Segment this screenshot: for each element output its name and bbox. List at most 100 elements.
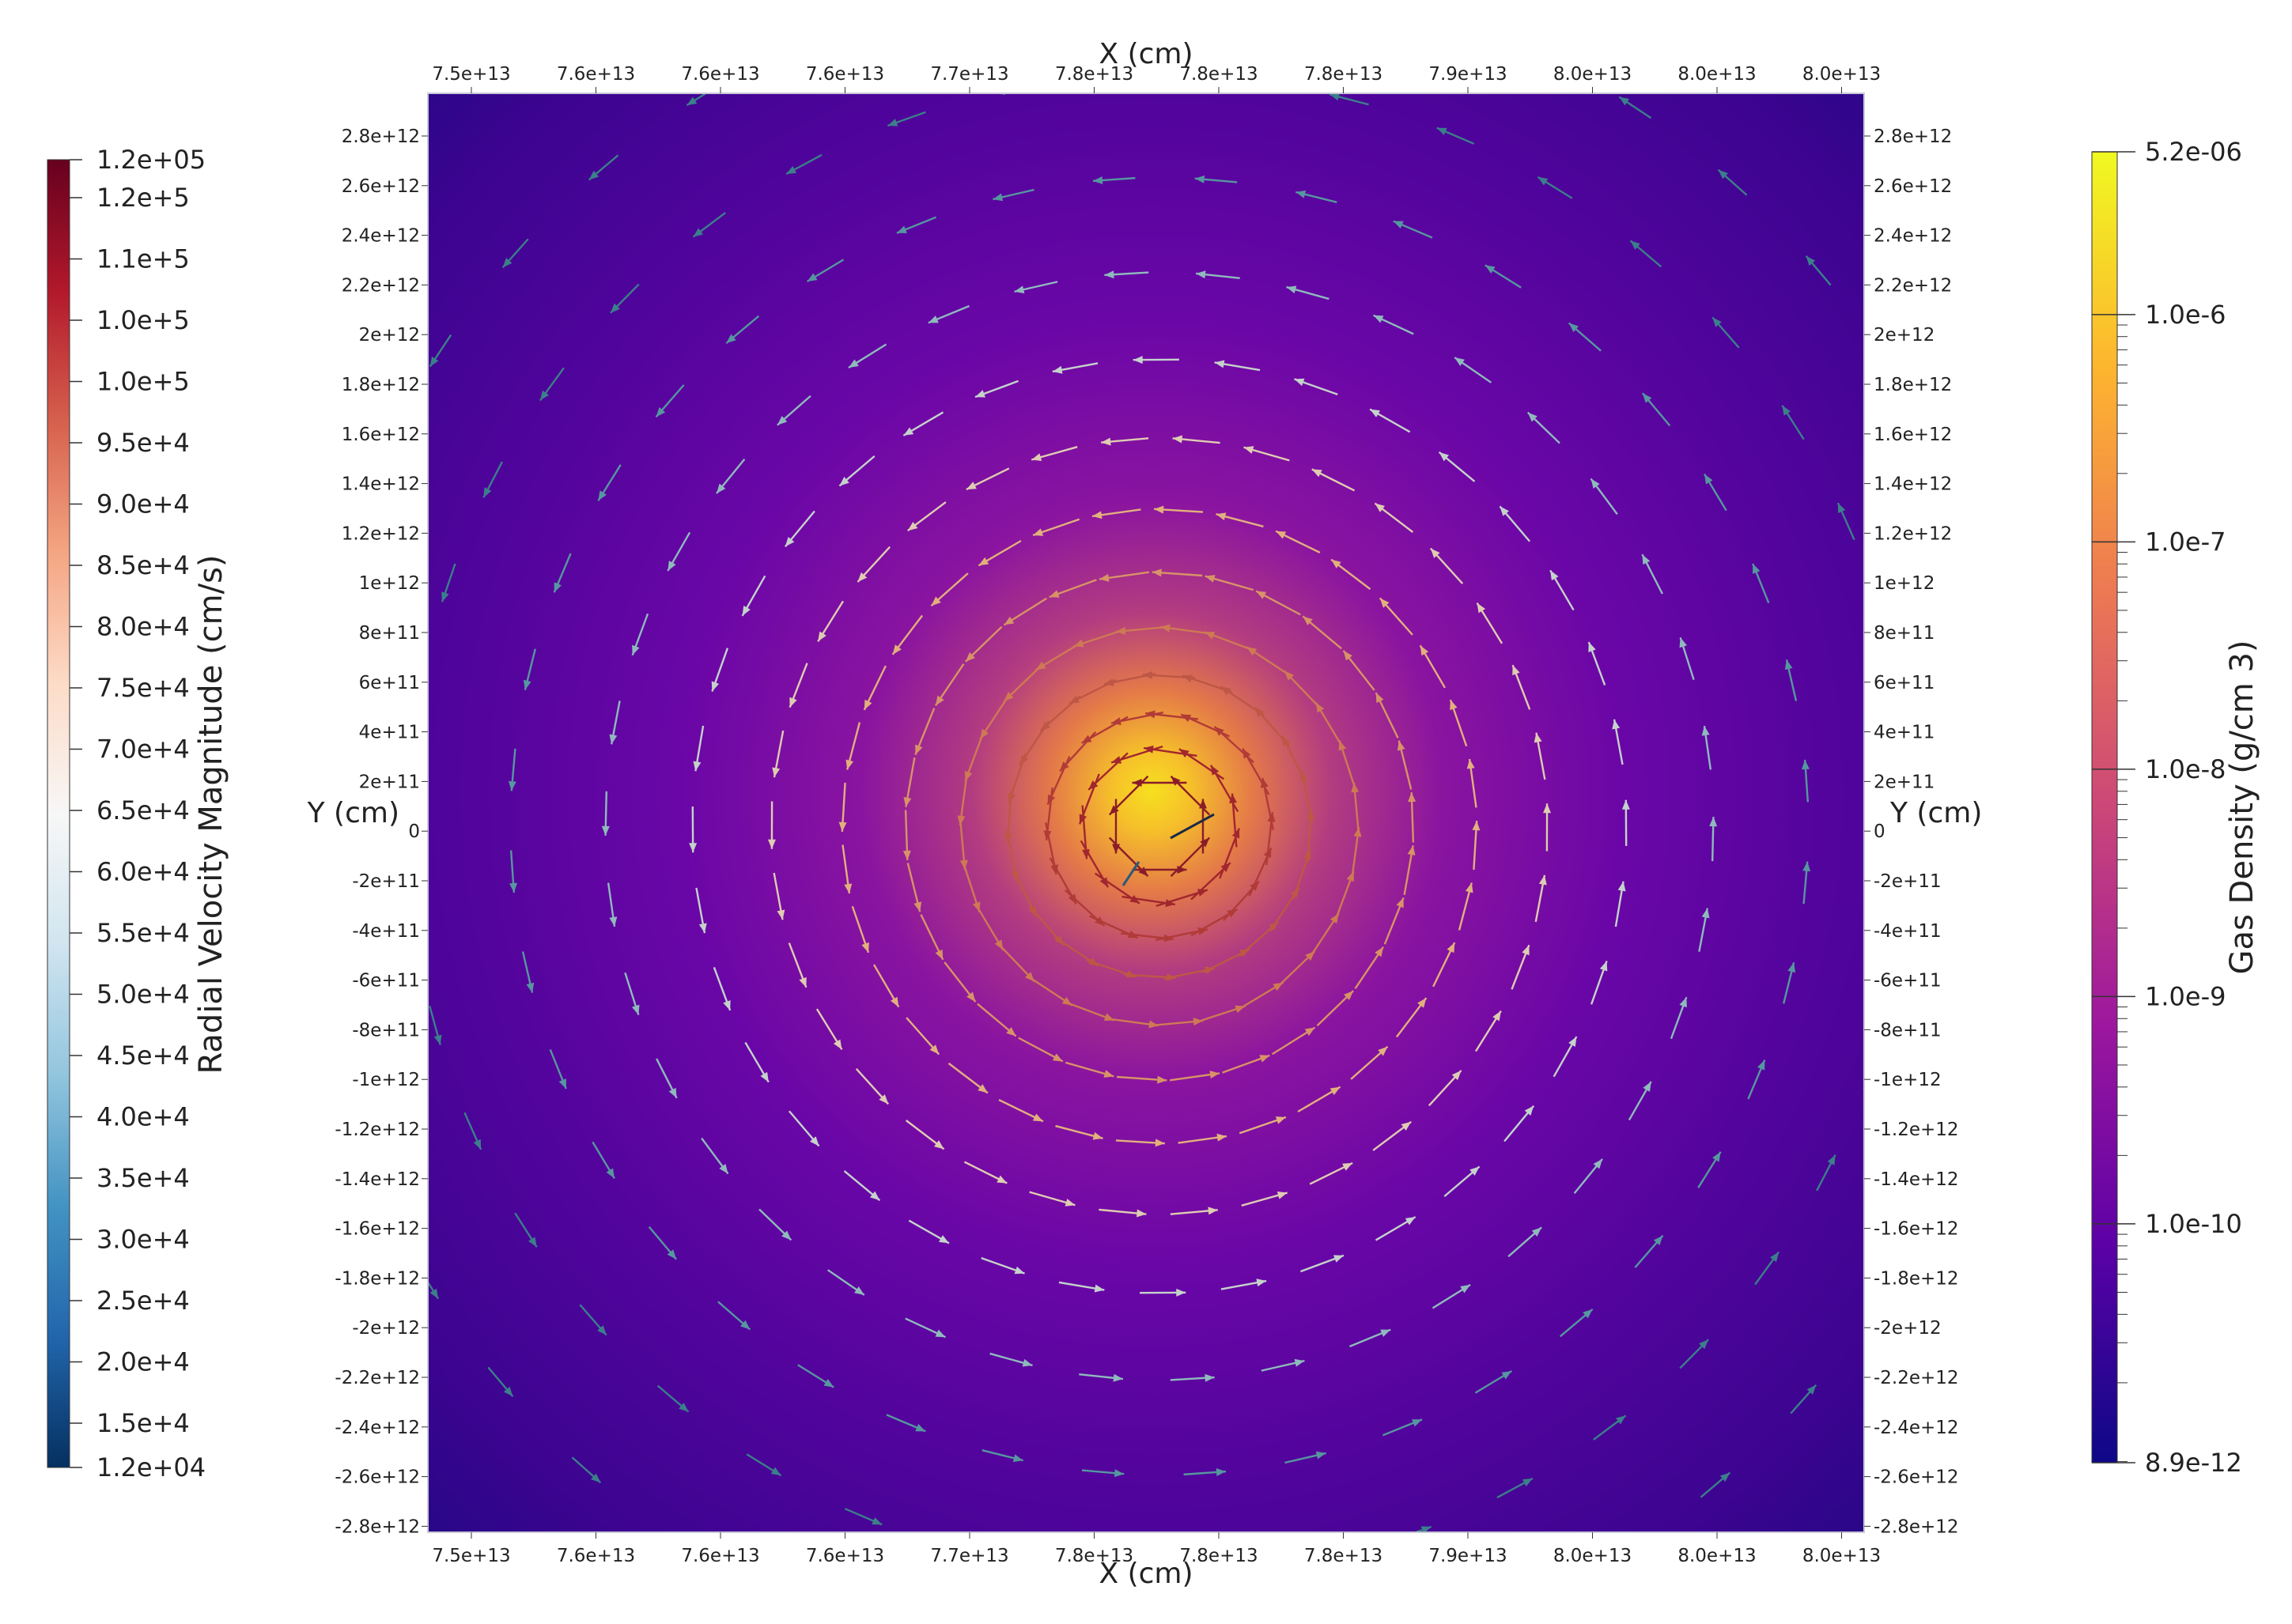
velocity-arrow (998, 1099, 1044, 1123)
y-tick-label-right: 8e+11 (1874, 623, 1935, 644)
velocity-arrow (692, 212, 726, 238)
velocity-arrow (2009, 696, 2017, 734)
velocity-arrow (1297, 1086, 1341, 1113)
velocity-arrow (944, 961, 977, 1003)
velocity-colorbar: 1.2e+05 1.2e+5 1.1e+5 1.0e+5 1.0e+5 9.5e+4 9.0… (47, 145, 229, 1482)
velocity-arrow (1091, 508, 1141, 519)
velocity-arrow (1698, 908, 1710, 952)
velocity-arrow (905, 1120, 945, 1150)
velocity-arrow (1309, 912, 1340, 957)
velocity-arrow (1449, 699, 1468, 747)
y-tick-label-left: 1.8e+12 (342, 375, 420, 395)
velocity-arrow (1590, 961, 1608, 1005)
velocity-arrow (981, 1256, 1025, 1275)
x-tick-label-top: 7.5e+13 (432, 64, 510, 85)
velocity-arrow (482, 461, 504, 498)
velocity-arrow (1115, 625, 1167, 635)
velocity-arrow (978, 539, 1022, 567)
velocity-arrow (1634, 1234, 1664, 1268)
velocity-arrow (817, 600, 845, 643)
velocity-arrow (1284, 1451, 1326, 1464)
y-tick-label-right: -2.2e+12 (1874, 1368, 1959, 1388)
velocity-arrow (1534, 874, 1547, 923)
y-tick-label-left: -2.8e+12 (335, 1516, 420, 1537)
x-tick-label-bottom: 8.0e+13 (1802, 1546, 1881, 1566)
y-tick-label-left: -2e+12 (352, 1318, 420, 1339)
velocity-arrow (1222, 1054, 1270, 1074)
x-tick-label-bottom: 7.5e+13 (432, 1546, 510, 1566)
velocity-arrow (1373, 314, 1414, 335)
velocity-arrow (1395, 0, 1432, 8)
velocity-arrow (1553, 1036, 1578, 1078)
velocity-arrow (1752, 563, 1770, 604)
velocity-arrow (1314, 702, 1344, 748)
y-tick-label-right: 1e+12 (1874, 573, 1935, 594)
velocity-arrow (1781, 405, 1805, 440)
velocity-arrow (1458, 882, 1473, 931)
y-tick-label-left: -1.2e+12 (335, 1120, 420, 1140)
y-tick-label-right: -2.6e+12 (1874, 1467, 1959, 1488)
velocity-arrow (979, 695, 1010, 740)
velocity-arrow (907, 501, 947, 532)
velocity-arrow (1338, 740, 1356, 790)
y-tick-label-right: 4e+11 (1874, 723, 1935, 743)
velocity-arrow (1286, 285, 1329, 300)
velocity-arrow (713, 967, 732, 1011)
velocity-arrow (1984, 576, 1995, 613)
velocity-tick-label: 4.5e+4 (96, 1040, 190, 1071)
velocity-arrow (1092, 176, 1136, 185)
velocity-arrow (794, 30, 829, 45)
velocity-arrow (1154, 505, 1204, 514)
velocity-arrow (1717, 168, 1748, 196)
y-tick-label-right: -1.2e+12 (1874, 1120, 1959, 1140)
velocity-arrow (1309, 1161, 1353, 1185)
velocity-arrow (429, 1006, 442, 1045)
velocity-arrow (667, 531, 691, 572)
velocity-arrow (1228, 793, 1238, 848)
velocity-arrow (1496, 1477, 1534, 1499)
velocity-arrow (1284, 670, 1321, 709)
velocity-arrow (693, 725, 705, 772)
velocity-arrow (501, 238, 529, 269)
y-tick-label-right: -2e+12 (1874, 1318, 1942, 1339)
velocity-arrow (1081, 1469, 1125, 1478)
velocity-arrow (1419, 644, 1447, 689)
y-tick-label-left: -1e+12 (352, 1070, 420, 1090)
velocity-arrow (1246, 646, 1291, 677)
velocity-arrow (1618, 96, 1652, 119)
velocity-arrow (887, 111, 926, 127)
velocity-arrow (624, 972, 640, 1016)
velocity-tick-label: 1.5e+4 (96, 1408, 190, 1438)
velocity-arrow (1354, 946, 1385, 989)
velocity-arrow (1907, 829, 1915, 870)
velocity-arrow (1670, 996, 1688, 1040)
velocity-colorbar-title: Radial Velocity Magnitude (cm/s) (193, 554, 229, 1074)
velocity-arrow (838, 782, 847, 832)
velocity-arrow (1474, 1370, 1512, 1394)
x-tick-label-top: 7.6e+13 (557, 64, 635, 85)
velocity-arrow (1711, 316, 1740, 349)
velocity-tick-label: 3.5e+4 (96, 1163, 190, 1193)
velocity-arrow (711, 648, 729, 692)
velocity-arrow (1058, 1281, 1105, 1293)
velocity-arrow (974, 380, 1019, 398)
velocity-arrow (514, 1212, 538, 1248)
y-tick-label-right: -2.8e+12 (1874, 1516, 1959, 1537)
velocity-arrow (610, 283, 640, 314)
x-tick-label-top: 7.7e+13 (930, 64, 1008, 85)
velocity-arrow (579, 1304, 607, 1336)
velocity-arrow (1194, 175, 1238, 183)
velocity-arrow (1351, 826, 1362, 878)
velocity-arrow (1805, 255, 1832, 286)
velocity-arrow (957, 774, 968, 826)
velocity-arrow (1709, 817, 1718, 862)
velocity-arrow (784, 510, 815, 548)
velocity-arrow (1140, 1288, 1186, 1297)
velocity-tick-label: 1.0e+5 (96, 367, 190, 397)
velocity-arrow (1248, 847, 1273, 897)
velocity-arrow (1204, 631, 1254, 651)
velocity-tick-label: 1.1e+5 (96, 244, 190, 274)
y-tick-label-left: 2.2e+12 (342, 275, 420, 296)
velocity-arrow (989, 1352, 1033, 1367)
x-tick-label-top: 8.0e+13 (1553, 64, 1632, 85)
